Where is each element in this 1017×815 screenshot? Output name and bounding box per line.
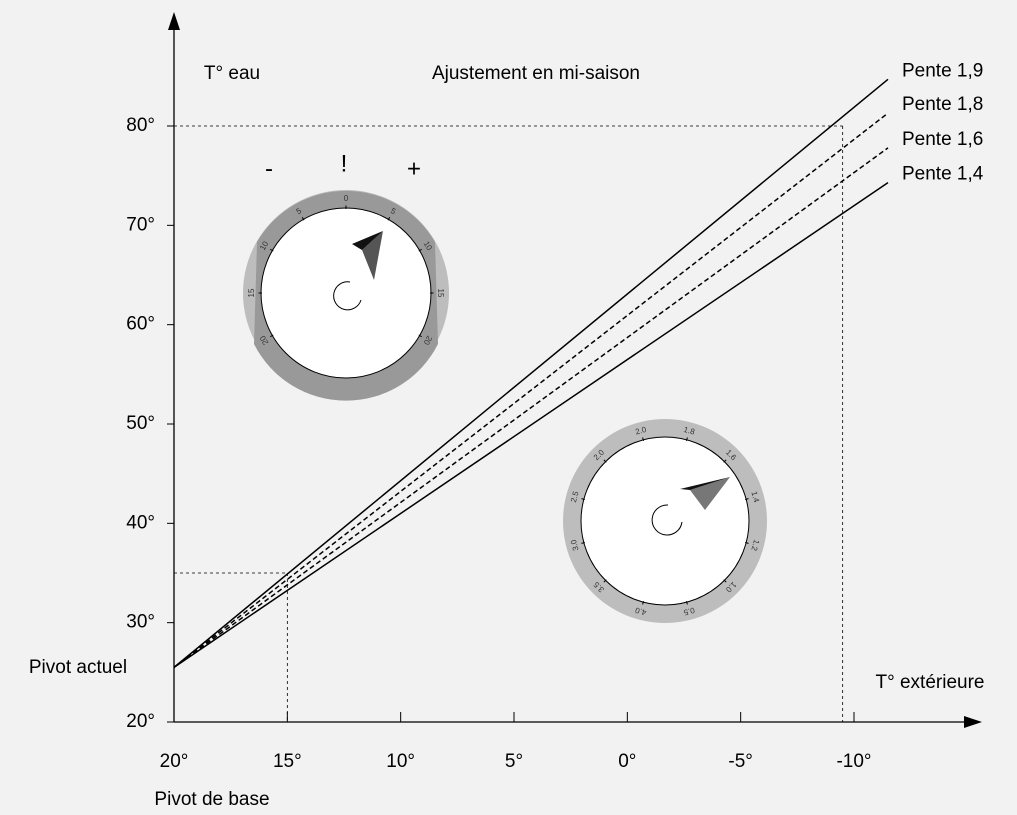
- dial-tick: [269, 334, 274, 338]
- dial-tick: [581, 541, 585, 544]
- dial-tick: [603, 579, 607, 583]
- dial-tick: [269, 248, 274, 252]
- legend-label: Pente 1,6: [902, 129, 983, 150]
- dial-tick: [581, 498, 585, 501]
- dial-tick: [301, 216, 305, 221]
- dial-pointer: [352, 231, 383, 250]
- series-line: [173, 147, 889, 668]
- x-tick-label: -5°: [728, 751, 753, 772]
- y-tick-label: 50°: [126, 413, 155, 434]
- dial-label: 15: [247, 288, 256, 297]
- x-tick-label: 0°: [618, 751, 636, 772]
- rotate-icon: [651, 504, 683, 536]
- dial: 1.81.61.41.21.00.54.03.53.02.52.02.0: [563, 419, 767, 623]
- x-tick-label: 5°: [505, 751, 523, 772]
- rotate-icon: [333, 281, 362, 311]
- dial-label: 0: [344, 194, 349, 203]
- y-tick-label: 80°: [126, 115, 155, 136]
- dial-label: 1.4: [749, 490, 761, 504]
- dial-sign: !: [341, 150, 348, 177]
- series-line: [173, 112, 889, 668]
- dial-label: 0.5: [682, 605, 696, 617]
- dial-pointer: [362, 231, 383, 280]
- x-tick-label: -10°: [836, 751, 871, 772]
- dial-tick: [418, 248, 423, 252]
- x-arrow: [964, 716, 982, 728]
- chart-title: Ajustement en mi-saison: [432, 63, 640, 84]
- dial-label: 2.0: [634, 425, 648, 437]
- dial-label: 1.2: [749, 539, 761, 553]
- legend-label: Pente 1,9: [902, 60, 983, 81]
- dial-tick: [723, 459, 727, 463]
- annotation: Pivot de base: [154, 789, 269, 810]
- legend-label: Pente 1,4: [902, 164, 984, 185]
- dial-face: [580, 436, 750, 606]
- dial-label: 3.0: [569, 538, 581, 552]
- dial-sign: -: [265, 155, 273, 182]
- dial-sign: +: [407, 155, 421, 182]
- dial-label: 2.5: [569, 490, 581, 504]
- dial-face: [260, 207, 432, 379]
- dial-label: 1.8: [683, 425, 697, 437]
- x-label: T° extérieure: [876, 672, 985, 693]
- y-label: T° eau: [204, 63, 260, 84]
- dial-tick: [642, 437, 645, 441]
- y-tick-label: 70°: [126, 214, 155, 235]
- y-tick-label: 30°: [126, 612, 155, 633]
- series-line: [173, 181, 889, 668]
- dial-tick: [642, 601, 645, 605]
- y-tick-label: 20°: [126, 711, 155, 732]
- legend-label: Pente 1,8: [902, 94, 983, 115]
- y-tick-label: 40°: [126, 512, 155, 533]
- x-tick-label: 20°: [160, 751, 189, 772]
- dial-tick: [685, 601, 688, 605]
- y-arrow: [168, 12, 180, 30]
- dial-label: 4.0: [634, 605, 648, 617]
- dial-tick: [685, 437, 688, 441]
- dial-tick: [745, 498, 749, 501]
- annotation: Pivot actuel: [29, 657, 127, 678]
- dial-label: 5: [389, 206, 398, 216]
- dial-tick: [603, 459, 607, 463]
- dial-pointer: [680, 477, 730, 490]
- series-line: [173, 78, 889, 668]
- dial-tick: [745, 541, 749, 544]
- x-tick-label: 15°: [273, 751, 302, 772]
- dial-label: 5: [295, 206, 304, 216]
- dial-tick: [418, 334, 423, 338]
- dial-pointer: [690, 477, 730, 510]
- y-tick-label: 60°: [126, 314, 155, 335]
- dial-label: 15: [436, 289, 445, 298]
- x-tick-label: 10°: [386, 751, 415, 772]
- dial-tick: [387, 216, 391, 221]
- dial-tick: [723, 579, 727, 583]
